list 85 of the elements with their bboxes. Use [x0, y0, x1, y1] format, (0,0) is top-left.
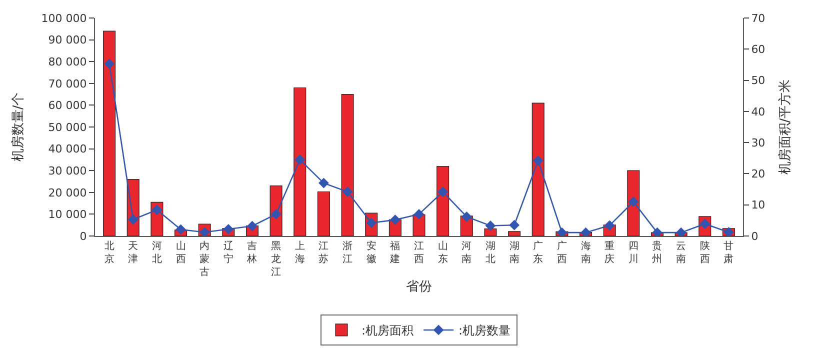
point	[294, 154, 306, 165]
x-axis-title: 省份	[406, 280, 432, 295]
point	[604, 220, 615, 231]
point	[270, 209, 282, 220]
y-tick-label: 50 000	[48, 120, 87, 134]
point	[580, 227, 591, 236]
x-tick-label: 山东	[438, 240, 448, 265]
legend-label: :机房数量	[458, 324, 511, 338]
y2-tick-label: 60	[751, 42, 766, 56]
x-tick-label: 湖南	[509, 240, 520, 265]
y-tick-label: 70 000	[48, 77, 87, 90]
point	[128, 214, 138, 225]
bar	[532, 102, 544, 236]
y2-tick-label: 10	[751, 198, 766, 212]
y2-axis-title: 机房面积/平方米	[776, 79, 793, 175]
bar	[103, 30, 116, 236]
x-tick-label: 贵州	[652, 240, 662, 265]
point	[556, 227, 568, 236]
y-tick-label: 10 000	[48, 208, 87, 222]
point	[342, 186, 353, 197]
x-tick-label: 甘肃	[724, 240, 734, 265]
y2-tick-label: 20	[751, 168, 766, 181]
y2-tick-label: 70	[751, 12, 766, 25]
x-tick-label: 广东	[533, 240, 544, 265]
x-tick-label: 江西	[414, 240, 424, 265]
x-tick-label: 陕西	[700, 240, 710, 265]
y2-tick-label: 30	[751, 136, 766, 150]
x-tick-label: 福建	[389, 240, 400, 265]
point	[628, 196, 639, 207]
point	[438, 186, 448, 197]
point	[509, 220, 520, 230]
x-tick-label: 山西	[176, 240, 186, 265]
bar	[436, 166, 450, 236]
point	[532, 155, 544, 166]
y2-tick-label: 0	[751, 230, 758, 243]
y-tick-label: 90 000	[48, 34, 87, 47]
bar	[484, 228, 497, 236]
x-tick-label: 辽宁	[223, 240, 234, 265]
y-tick-label: 100 000	[41, 12, 87, 25]
x-tick-label: 广西	[556, 240, 567, 265]
y-tick-label: 0	[80, 230, 87, 243]
y-tick-label: 20 000	[48, 186, 87, 200]
legend-label: :机房面积	[362, 324, 414, 338]
x-tick-label: 上海	[294, 240, 305, 265]
bar	[294, 87, 306, 236]
bar	[412, 214, 426, 236]
x-tick-label: 江苏	[318, 240, 329, 265]
x-tick-label: 内蒙古	[200, 240, 210, 278]
y-tick-label: 80 000	[48, 55, 87, 68]
y-tick-label: 40 000	[48, 142, 87, 156]
point	[485, 220, 496, 231]
x-tick-label: 浙江	[342, 240, 353, 265]
point	[414, 209, 424, 220]
point	[390, 214, 400, 226]
x-tick-label: 天津	[128, 241, 138, 265]
x-tick-label: 河北	[152, 240, 162, 265]
y2-tick-label: 50	[751, 74, 766, 88]
point	[104, 58, 114, 69]
point	[223, 224, 234, 234]
y-tick-label: 30 000	[48, 164, 87, 178]
bar	[508, 231, 521, 236]
x-tick-label: 吉林	[246, 240, 258, 265]
y-axis-title: 机房数量/个	[10, 92, 26, 162]
bar	[317, 191, 330, 236]
bar	[341, 94, 354, 236]
point	[652, 227, 662, 236]
point	[461, 211, 472, 222]
x-tick-label: 北京	[104, 240, 114, 265]
y2-tick-label: 40	[751, 105, 766, 118]
y-tick-label: 60 000	[48, 99, 87, 112]
point	[318, 178, 329, 188]
bar	[627, 170, 640, 236]
x-tick-label: 河南	[462, 240, 472, 265]
point	[247, 220, 258, 232]
x-tick-label: 云南	[676, 241, 686, 265]
x-tick-label: 海南	[580, 240, 591, 265]
x-tick-label: 安徽	[366, 240, 376, 265]
x-tick-label: 重庆	[604, 240, 615, 265]
x-tick-label: 四川	[628, 241, 638, 265]
point	[176, 224, 186, 235]
point	[676, 227, 686, 236]
point	[199, 227, 210, 236]
x-tick-label: 黑龙江	[271, 241, 282, 278]
x-tick-label: 湖北	[485, 240, 496, 265]
point	[152, 204, 162, 216]
